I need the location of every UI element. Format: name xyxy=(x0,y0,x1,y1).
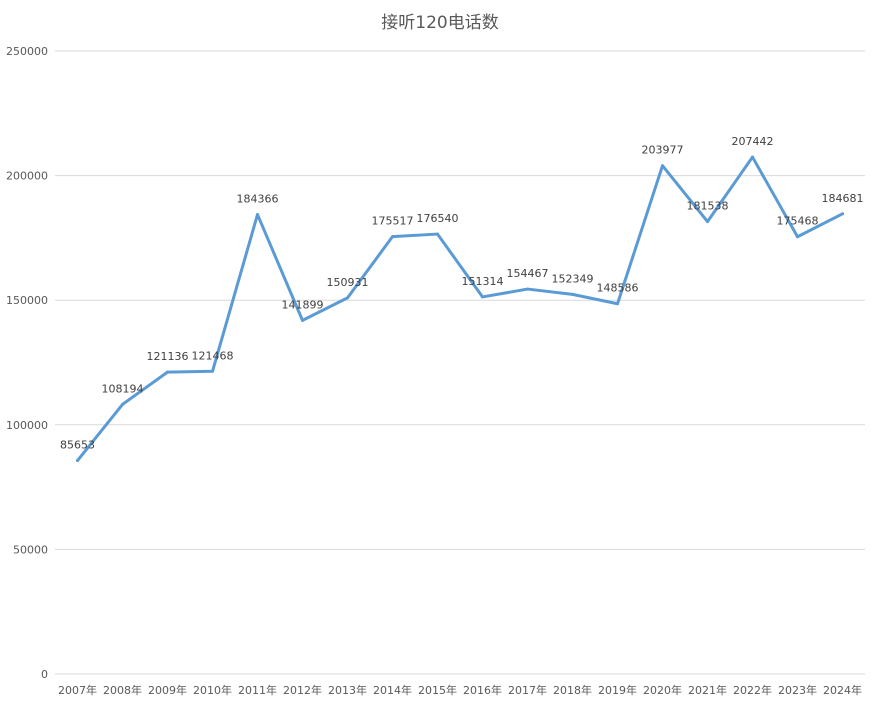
data-labels: 85653 108194 121136 121468 184366 14189915093… xyxy=(60,135,864,451)
data-label: 203977 xyxy=(642,144,684,157)
data-label: 181538 xyxy=(687,200,729,213)
data-point xyxy=(661,164,664,168)
x-tick-label: 2017年 xyxy=(508,683,547,697)
data-point xyxy=(166,370,169,374)
x-tick-label: 2020年 xyxy=(643,683,682,697)
x-tick-label: 2018年 xyxy=(553,683,592,697)
data-label: 184681 xyxy=(822,192,864,205)
y-tick-label: 250000 xyxy=(6,45,48,58)
chart-title: 接听120电话数 xyxy=(381,13,498,33)
data-label: 141899 xyxy=(282,298,324,311)
data-point xyxy=(616,302,619,306)
series-layer xyxy=(76,155,844,463)
data-label: 176540 xyxy=(417,212,459,225)
gridlines xyxy=(55,50,865,675)
y-tick-label: 200000 xyxy=(6,170,48,183)
data-label: 207442 xyxy=(732,135,774,148)
data-point xyxy=(301,318,304,322)
data-point xyxy=(841,212,844,216)
y-tick-label: 0 xyxy=(41,668,48,681)
data-label: 154467 xyxy=(507,267,549,280)
y-tick-label: 50000 xyxy=(13,543,48,556)
x-tick-label: 2012年 xyxy=(283,683,322,697)
x-tick-label: 2022年 xyxy=(733,683,772,697)
x-tick-label: 2007年 xyxy=(58,683,97,697)
y-tick-label: 100000 xyxy=(6,419,48,432)
y-axis-ticks: 0 50000 100000 150000 200000 250000 xyxy=(6,45,48,681)
data-label: 150931 xyxy=(327,276,369,289)
x-tick-label: 2016年 xyxy=(463,683,502,697)
data-label: 175468 xyxy=(777,215,819,228)
data-label: 152349 xyxy=(552,272,594,285)
x-axis-ticks: 2007年 2008年 2009年 2010年 2011年 2012年 2013年 2014年… xyxy=(58,683,862,697)
data-label: 148586 xyxy=(597,282,639,295)
data-point xyxy=(706,220,709,224)
data-label: 121468 xyxy=(192,349,234,362)
data-label: 175517 xyxy=(372,215,414,228)
x-tick-label: 2011年 xyxy=(238,683,277,697)
data-point xyxy=(571,292,574,296)
data-label: 108194 xyxy=(102,382,144,395)
data-point xyxy=(481,295,484,299)
data-point xyxy=(436,232,439,236)
x-tick-label: 2013年 xyxy=(328,683,367,697)
data-label: 151314 xyxy=(462,275,504,288)
x-tick-label: 2009年 xyxy=(148,683,187,697)
data-point xyxy=(256,213,259,217)
data-point xyxy=(121,402,124,406)
x-tick-label: 2014年 xyxy=(373,683,412,697)
data-point xyxy=(211,369,214,373)
x-tick-label: 2023年 xyxy=(778,683,817,697)
data-label: 184366 xyxy=(237,193,279,206)
data-point xyxy=(76,459,79,463)
y-tick-label: 150000 xyxy=(6,294,48,307)
x-tick-label: 2024年 xyxy=(823,683,862,697)
data-point xyxy=(346,296,349,300)
data-point xyxy=(751,155,754,159)
series-line xyxy=(76,155,844,463)
data-label: 85653 xyxy=(60,439,95,452)
x-tick-label: 2010年 xyxy=(193,683,232,697)
x-tick-label: 2019年 xyxy=(598,683,637,697)
x-tick-label: 2021年 xyxy=(688,683,727,697)
data-point xyxy=(526,287,529,291)
x-tick-label: 2008年 xyxy=(103,683,142,697)
x-tick-label: 2015年 xyxy=(418,683,457,697)
data-label: 121136 xyxy=(147,350,189,363)
data-point xyxy=(796,235,799,239)
data-point xyxy=(391,235,394,239)
